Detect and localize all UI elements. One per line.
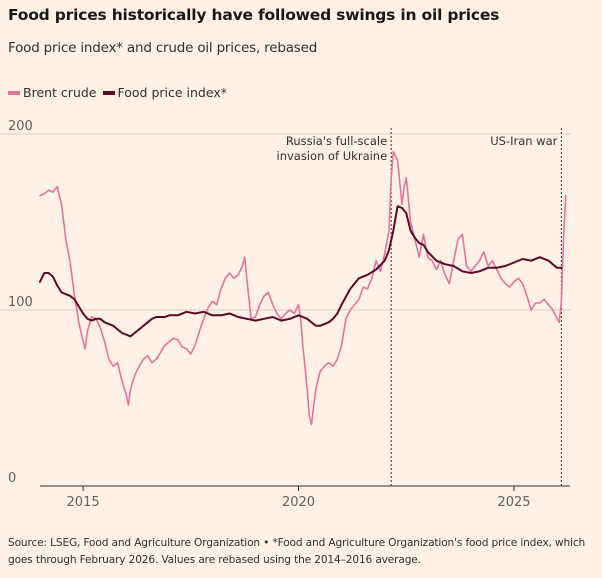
x-tick-label-2025: 2025	[497, 495, 530, 510]
legend-item-brent: Brent crude	[8, 85, 97, 100]
grid	[0, 133, 570, 311]
legend-label-food: Food price index*	[117, 85, 227, 100]
footer-note: Source: LSEG, Food and Agriculture Organ…	[8, 535, 594, 569]
legend-item-food: Food price index*	[102, 85, 227, 100]
y-tick-label-0: 0	[8, 471, 16, 486]
series-layer	[39, 150, 567, 426]
y-tick-label-100: 100	[8, 295, 33, 310]
footer-line-1: Source: LSEG, Food and Agriculture Organ…	[8, 537, 586, 549]
legend: Brent crude Food price index*	[8, 85, 233, 100]
series-line-brent-crude	[39, 150, 567, 426]
chart-title: Food prices historically have followed s…	[8, 6, 500, 24]
legend-swatch-food	[102, 90, 115, 95]
annotation-text-0-1: invasion of Ukraine	[277, 149, 388, 163]
footer-line-2: goes through February 2026. Values are r…	[8, 554, 421, 566]
x-tick-label-2020: 2020	[282, 495, 315, 510]
axes: 0 100 200 2015 2020 2025	[8, 119, 570, 510]
annotation-text-1-0: US-Iran war	[490, 134, 557, 148]
legend-swatch-brent	[8, 90, 20, 95]
chart-subtitle: Food price index* and crude oil prices, …	[8, 40, 318, 56]
legend-label-brent: Brent crude	[23, 85, 97, 100]
x-tick-label-2015: 2015	[67, 495, 100, 510]
y-tick-label-200: 200	[8, 119, 33, 134]
series-line-food-price-index	[39, 205, 563, 338]
annotation-text-0-0: Russia's full-scale	[286, 134, 387, 148]
